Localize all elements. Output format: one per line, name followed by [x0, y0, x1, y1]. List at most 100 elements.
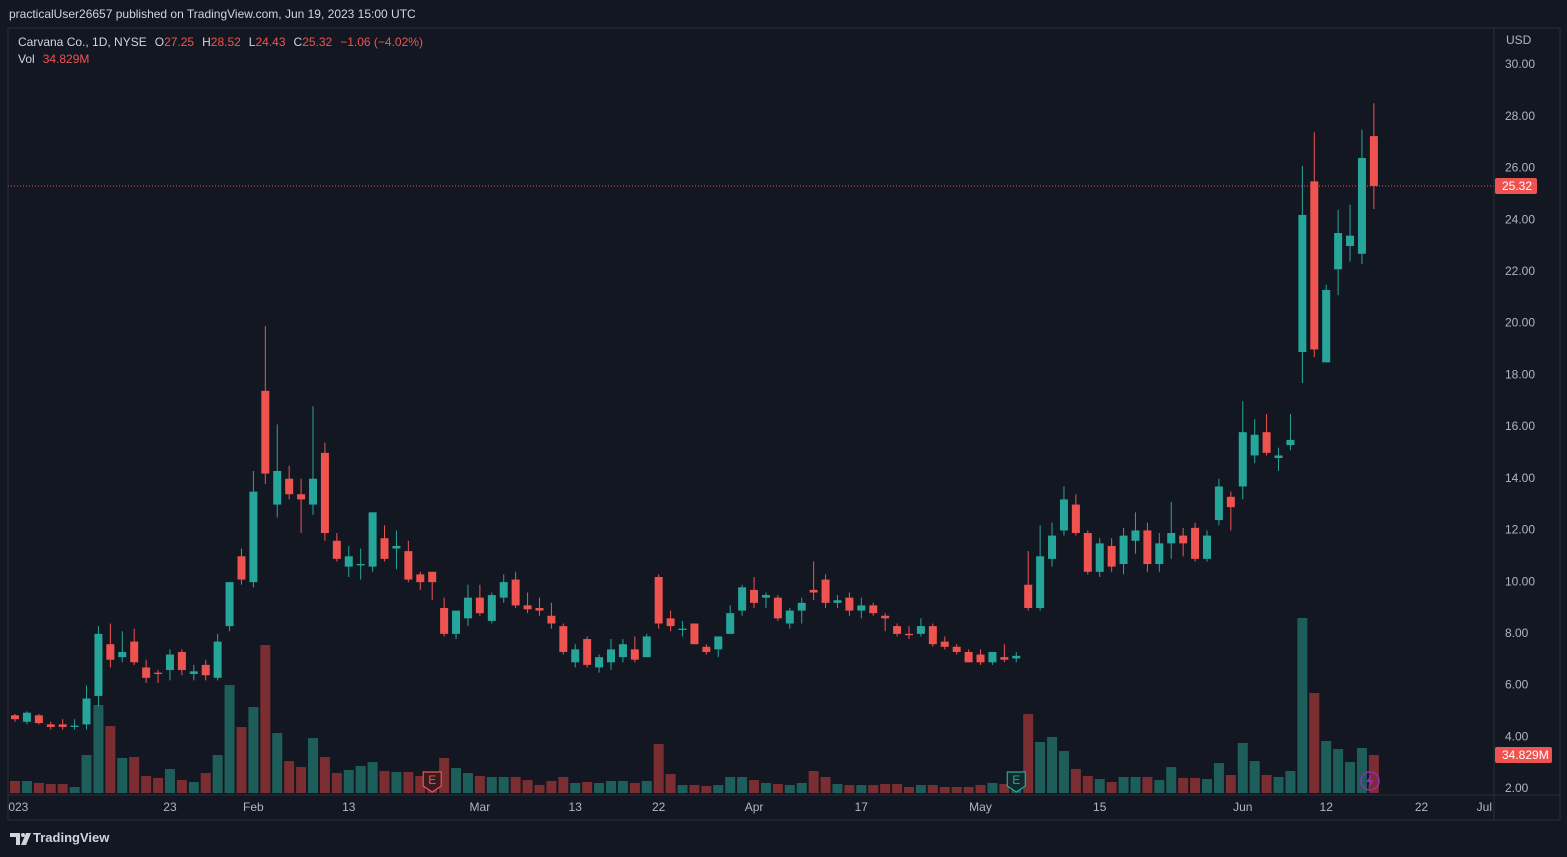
volume-bar	[415, 775, 426, 793]
volume-bar	[1118, 776, 1129, 793]
volume-bar	[951, 787, 962, 793]
volume-bar	[331, 773, 342, 793]
volume-title: Vol	[18, 52, 35, 66]
x-tick-label: Jul	[1477, 800, 1492, 814]
candle-body	[1226, 496, 1235, 508]
volume-bar	[1130, 776, 1141, 793]
volume-bar	[391, 771, 402, 793]
candle-body	[821, 579, 830, 603]
earnings-label: E	[428, 773, 436, 787]
y-tick-label: 20.00	[1505, 316, 1535, 330]
volume-bar	[439, 758, 450, 793]
volume-bar	[1249, 761, 1260, 793]
volume-legend: Vol 34.829M	[18, 52, 89, 66]
volume-bar	[1321, 740, 1332, 793]
earnings-marker	[422, 771, 442, 793]
volume-bar	[284, 761, 295, 793]
volume-bar	[1178, 777, 1189, 793]
candle-body	[1059, 499, 1068, 531]
volume-bar	[81, 755, 92, 793]
volume-bar	[1345, 762, 1356, 793]
candle-body	[1048, 535, 1057, 559]
volume-bar	[188, 781, 199, 793]
volume-bar	[939, 787, 950, 793]
x-tick-label: 12	[1320, 800, 1334, 814]
candle-body	[571, 649, 580, 663]
candle-body	[94, 633, 103, 696]
candle-body	[249, 491, 258, 583]
volume-bar	[653, 744, 664, 793]
candle-body	[809, 589, 818, 593]
volume-bar	[558, 776, 569, 793]
volume-bar	[57, 783, 68, 793]
x-tick-label: 17	[855, 800, 869, 814]
volume-bar	[1094, 779, 1105, 793]
candle-body	[1179, 535, 1188, 544]
volume-bar	[844, 785, 855, 793]
y-tick-label: 18.00	[1505, 367, 1535, 381]
ohlc-letter: C	[293, 35, 303, 49]
candle-body	[165, 654, 174, 671]
volume-bar	[474, 775, 485, 793]
lightning-icon	[1360, 771, 1380, 791]
candle-body	[1107, 545, 1116, 567]
volume-bar	[904, 787, 914, 793]
y-tick-label: 30.00	[1505, 57, 1535, 71]
candle-body	[893, 626, 902, 634]
volume-bar	[594, 782, 605, 793]
candle-body	[1322, 289, 1331, 363]
x-tick-label: 13	[342, 800, 356, 814]
candle-body	[905, 633, 913, 636]
candle-body	[1024, 584, 1033, 608]
candle-body	[58, 724, 67, 727]
candle-body	[1334, 233, 1343, 270]
x-tick-label: 22	[1415, 800, 1429, 814]
candle-body	[618, 644, 627, 658]
x-tick-label: 2023	[2, 800, 29, 814]
candle-body	[535, 608, 544, 611]
candle-body	[475, 597, 484, 614]
candle-body	[666, 618, 675, 627]
ohlc-value: 25.32	[302, 35, 333, 49]
volume-bar	[570, 782, 581, 793]
candle-body	[11, 715, 19, 720]
ohlc-value: 24.43	[255, 35, 286, 49]
ohlc-value: 27.25	[164, 35, 195, 49]
volume-bar	[141, 775, 152, 793]
candle-body	[750, 589, 759, 603]
candle-body	[988, 651, 997, 663]
candle-body	[1167, 533, 1176, 544]
volume-bar	[880, 783, 891, 793]
volume-bar	[737, 776, 748, 793]
volume-bar	[796, 782, 807, 793]
volume-bar	[164, 769, 175, 793]
candle-body	[1036, 556, 1045, 608]
volume-bar	[641, 781, 652, 793]
candle-body	[559, 626, 568, 652]
volume-bar	[772, 783, 783, 793]
volume-bar	[212, 755, 223, 793]
volume-layer	[10, 618, 1379, 793]
volume-bar	[677, 785, 688, 793]
candle-body	[1095, 543, 1104, 572]
candle-body	[34, 715, 43, 724]
candle-body	[1310, 181, 1319, 350]
volume-bar	[1285, 770, 1296, 793]
candle-body	[1286, 439, 1295, 446]
volume-bar	[248, 706, 259, 793]
candle-body	[142, 667, 151, 678]
earnings-marker	[1006, 771, 1026, 793]
y-tick-label: 6.00	[1505, 678, 1529, 692]
volume-bar	[153, 777, 164, 793]
volume-bar	[451, 768, 462, 793]
volume-tag	[1495, 747, 1552, 764]
candle-body	[1083, 533, 1092, 572]
ohlc-letter: O	[154, 35, 165, 49]
volume-bar	[629, 782, 640, 793]
volume-bar	[236, 727, 247, 793]
candle-body	[1191, 527, 1200, 559]
candle-body	[928, 626, 937, 645]
y-tick-label: 22.00	[1505, 264, 1535, 278]
x-tick-label: Jun	[1233, 800, 1252, 814]
